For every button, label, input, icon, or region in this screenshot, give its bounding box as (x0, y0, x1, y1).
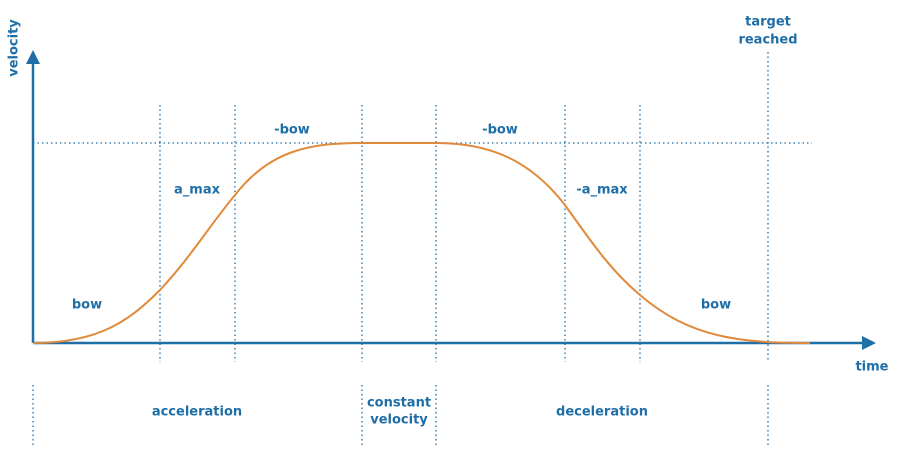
segment-label: bow (72, 298, 102, 313)
segment-label: bow (701, 298, 731, 313)
marker-label: reached (738, 33, 797, 48)
y-axis-arrow (26, 50, 40, 64)
guides (32, 52, 812, 445)
phase-label: deceleration (556, 405, 648, 420)
phase-label: constant (367, 396, 431, 411)
segment-label: -bow (482, 123, 518, 138)
x-axis-label: time (855, 360, 888, 375)
marker-label: target (745, 15, 791, 30)
segment-label: a_max (174, 183, 221, 198)
x-axis-arrow (862, 336, 876, 350)
y-axis-label: velocity (7, 19, 22, 77)
phase-label: acceleration (152, 405, 242, 420)
segment-label: -bow (274, 123, 310, 138)
velocity-curve (32, 142, 811, 344)
phase-label: velocity (370, 413, 428, 428)
segment-label: -a_max (576, 183, 628, 198)
